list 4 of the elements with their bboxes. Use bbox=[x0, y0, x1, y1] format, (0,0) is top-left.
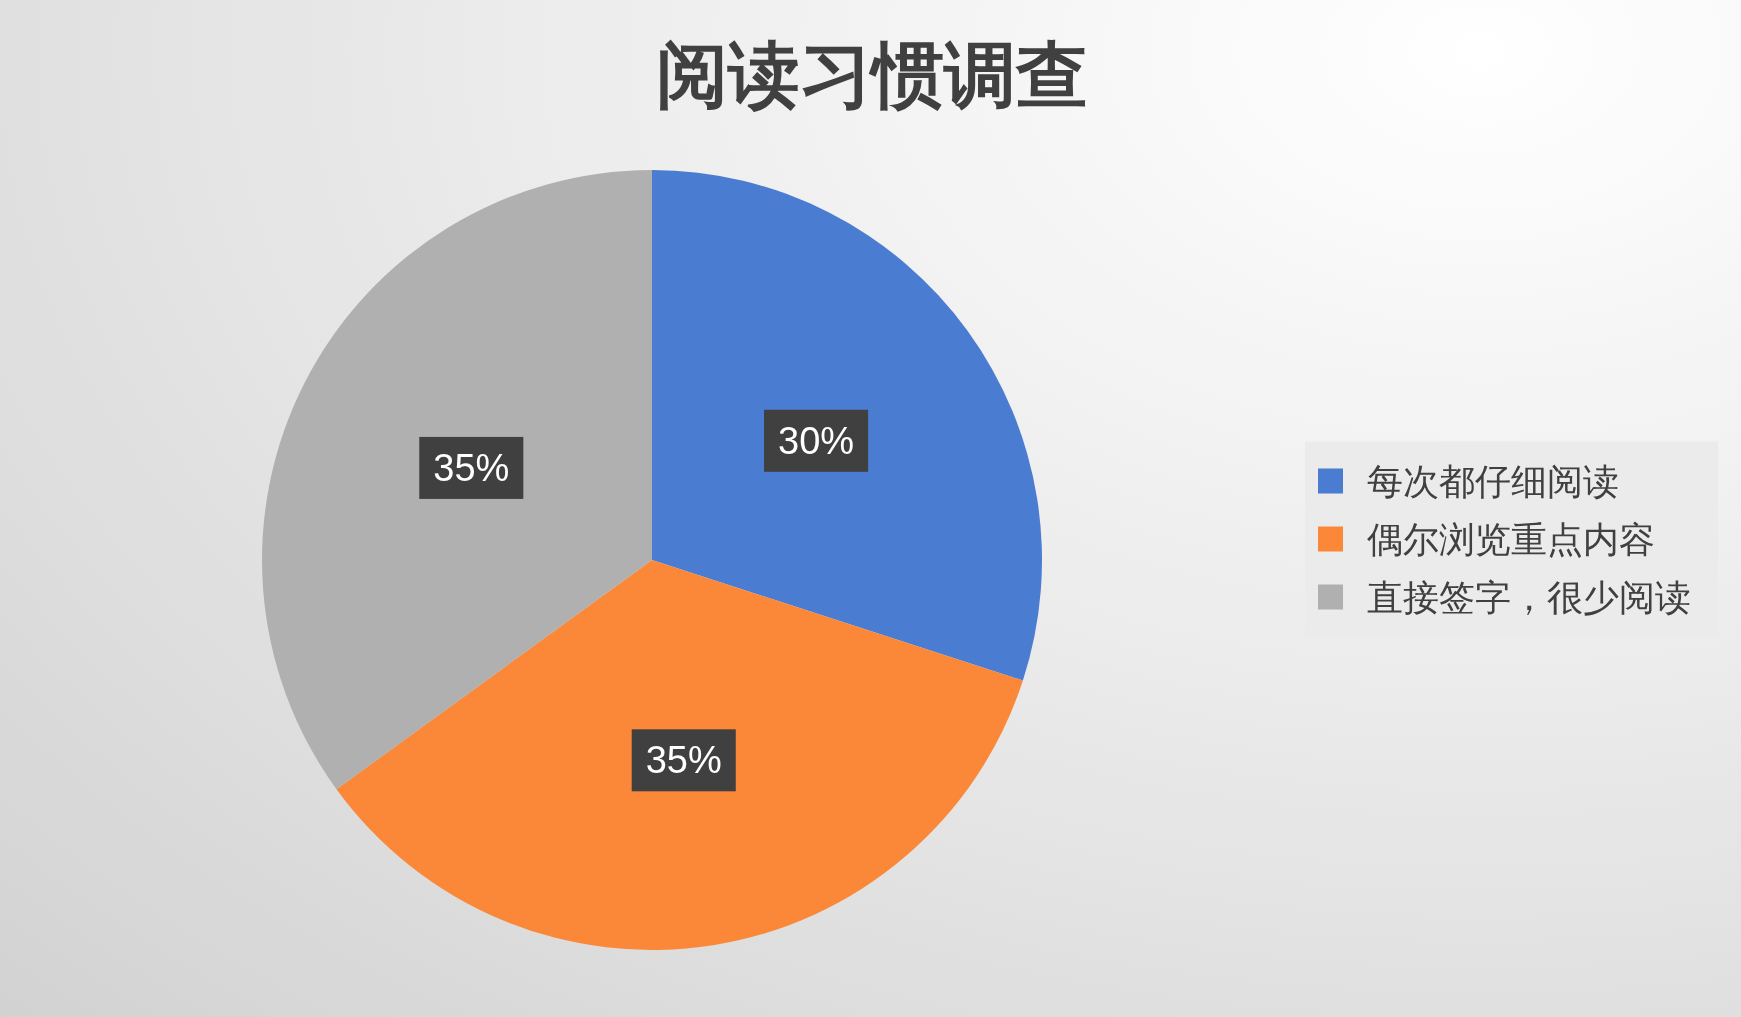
data-label: 30% bbox=[778, 419, 855, 462]
data-label: 35% bbox=[645, 739, 722, 782]
data-label: 35% bbox=[433, 446, 510, 489]
chart-title: 阅读习惯调查 bbox=[656, 33, 1088, 117]
